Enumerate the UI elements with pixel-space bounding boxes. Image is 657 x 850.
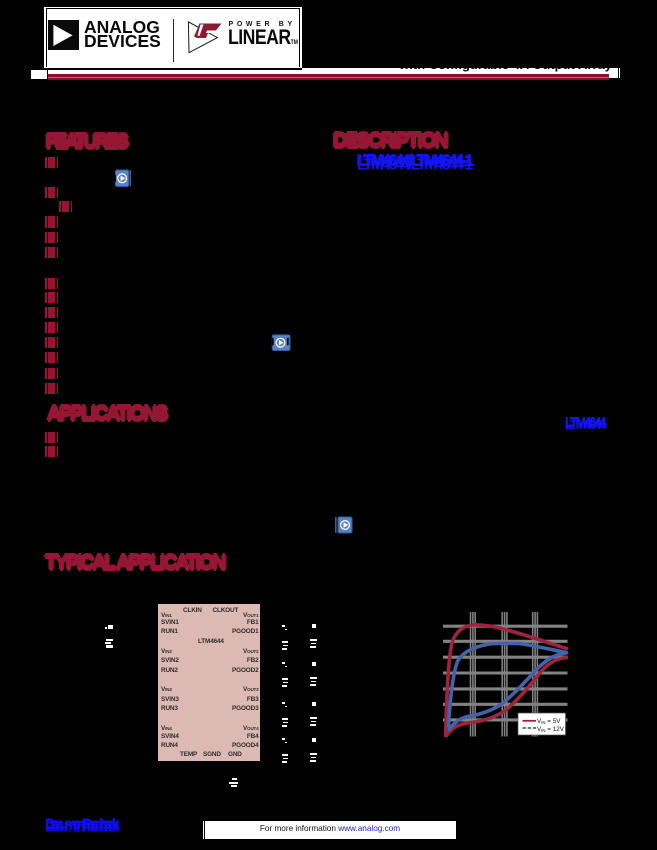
svg-text:VIN = 12V: VIN = 12V	[537, 726, 565, 733]
svg-text:VIN = 5V: VIN = 5V	[537, 718, 561, 725]
